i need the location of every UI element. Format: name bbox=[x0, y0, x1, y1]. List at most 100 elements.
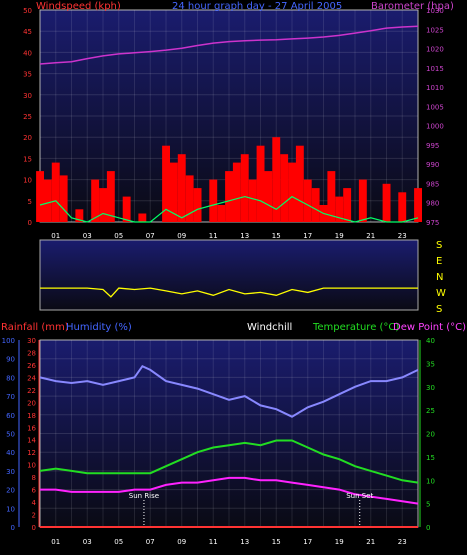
humidity-tick-label: 70 bbox=[6, 393, 15, 401]
windspeed-bar bbox=[169, 162, 178, 222]
windspeed-bar bbox=[343, 188, 352, 222]
temperature-tick-label: 20 bbox=[426, 431, 435, 439]
windspeed-bar bbox=[138, 213, 147, 222]
humidity-tick-label: 90 bbox=[6, 356, 15, 364]
humidity-tick-label: 0 bbox=[11, 524, 15, 532]
windspeed-bar bbox=[99, 188, 107, 222]
humidity-tick-label: 80 bbox=[6, 374, 15, 382]
windspeed-bar bbox=[398, 192, 407, 222]
rainfall-tick-label: 14 bbox=[27, 437, 36, 445]
windspeed-bar bbox=[264, 171, 273, 222]
windspeed-tick-label: 35 bbox=[23, 71, 32, 79]
wind-x-tick-label: 09 bbox=[177, 232, 186, 240]
windspeed-bar bbox=[162, 145, 170, 222]
temperature-axis-label: Temperature (°C) bbox=[312, 322, 399, 333]
barometer-tick-label: 1025 bbox=[426, 26, 444, 34]
windspeed-bar bbox=[185, 175, 194, 222]
windspeed-bar bbox=[106, 171, 115, 222]
windspeed-bar bbox=[232, 162, 241, 222]
rainfall-tick-label: 20 bbox=[27, 399, 36, 407]
wind-x-tick-label: 07 bbox=[146, 232, 155, 240]
temperature-tick-label: 0 bbox=[426, 524, 430, 532]
temp-panel bbox=[39, 339, 419, 528]
temp-x-tick-label: 17 bbox=[303, 538, 312, 546]
windspeed-bar bbox=[288, 162, 296, 222]
humidity-tick-label: 30 bbox=[6, 468, 15, 476]
windspeed-bar bbox=[122, 196, 131, 222]
windspeed-bar bbox=[256, 145, 265, 222]
compass-e: E bbox=[436, 256, 442, 267]
compass-s-bottom: S bbox=[436, 304, 442, 315]
rainfall-tick-label: 6 bbox=[32, 487, 37, 495]
barometer-tick-label: 975 bbox=[426, 219, 439, 227]
temperature-tick-label: 5 bbox=[426, 501, 430, 509]
temperature-line bbox=[39, 439, 419, 484]
temperature-tick-label: 15 bbox=[426, 454, 435, 462]
windspeed-tick-label: 50 bbox=[23, 7, 32, 15]
humidity-tick-label: 60 bbox=[6, 412, 15, 420]
compass-w: W bbox=[436, 288, 446, 299]
temp-x-tick-label: 13 bbox=[240, 538, 249, 546]
windspeed-bar bbox=[272, 137, 281, 222]
windspeed-bar bbox=[209, 179, 218, 222]
windspeed-tick-label: 5 bbox=[28, 198, 32, 206]
wind-x-tick-label: 15 bbox=[272, 232, 281, 240]
temperature-tick-label: 35 bbox=[426, 360, 435, 368]
rainfall-tick-label: 2 bbox=[32, 512, 36, 520]
rainfall-tick-label: 16 bbox=[27, 424, 36, 432]
rainfall-tick-label: 28 bbox=[27, 349, 36, 357]
temperature-tick-label: 25 bbox=[426, 407, 435, 415]
wind-x-tick-label: 05 bbox=[114, 232, 123, 240]
rainfall-tick-label: 18 bbox=[27, 412, 36, 420]
humidity-tick-label: 20 bbox=[6, 487, 15, 495]
sunset-label: Sun Set bbox=[346, 492, 373, 500]
rainfall-tick-label: 12 bbox=[27, 449, 36, 457]
windspeed-bar bbox=[303, 179, 312, 222]
temp-x-tick-label: 05 bbox=[114, 538, 123, 546]
windspeed-tick-label: 25 bbox=[23, 113, 32, 121]
barometer-axis-label: Barometer (hpa) bbox=[371, 1, 454, 12]
humidity-tick-label: 10 bbox=[6, 505, 15, 513]
windspeed-bar bbox=[382, 183, 391, 222]
windspeed-bar bbox=[335, 196, 344, 222]
barometer-tick-label: 995 bbox=[426, 142, 439, 150]
windspeed-bar bbox=[248, 179, 257, 222]
windspeed-bar bbox=[36, 171, 44, 222]
wind-x-tick-label: 13 bbox=[240, 232, 249, 240]
rainfall-tick-label: 30 bbox=[27, 337, 36, 345]
wind-x-tick-label: 17 bbox=[303, 232, 312, 240]
temp-x-tick-label: 09 bbox=[177, 538, 186, 546]
rainfall-tick-label: 8 bbox=[32, 474, 36, 482]
barometer-tick-label: 985 bbox=[426, 180, 439, 188]
barometer-tick-label: 1005 bbox=[426, 103, 444, 111]
windspeed-bar bbox=[59, 175, 68, 222]
rainfall-tick-label: 26 bbox=[27, 362, 36, 370]
wind-direction-line bbox=[40, 287, 418, 298]
temperature-tick-label: 40 bbox=[426, 337, 435, 345]
windspeed-tick-label: 30 bbox=[23, 92, 32, 100]
windspeed-bar bbox=[217, 205, 226, 222]
humidity-tick-label: 50 bbox=[6, 431, 15, 439]
sunrise-label: Sun Rise bbox=[129, 492, 159, 500]
windspeed-bar bbox=[358, 179, 367, 222]
axes-layer: 0510152025303540455097598098599099510001… bbox=[2, 7, 444, 546]
wind-x-tick-label: 21 bbox=[366, 232, 375, 240]
temp-x-tick-label: 11 bbox=[209, 538, 218, 546]
barometer-tick-label: 1010 bbox=[426, 84, 444, 92]
temp-x-tick-label: 19 bbox=[335, 538, 344, 546]
rainfall-tick-label: 4 bbox=[32, 499, 37, 507]
windspeed-bar bbox=[193, 188, 202, 222]
temperature-tick-label: 10 bbox=[426, 477, 435, 485]
barometer-tick-label: 1020 bbox=[426, 46, 444, 54]
humidity-tick-label: 100 bbox=[2, 337, 15, 345]
windspeed-bar bbox=[51, 162, 60, 222]
windspeed-tick-label: 10 bbox=[23, 177, 32, 185]
windspeed-tick-label: 45 bbox=[23, 28, 32, 36]
windspeed-bar bbox=[43, 179, 52, 222]
windspeed-bar bbox=[327, 171, 336, 222]
wind-x-tick-label: 23 bbox=[398, 232, 407, 240]
barometer-line bbox=[39, 25, 419, 65]
wind-x-tick-label: 11 bbox=[209, 232, 218, 240]
windspeed-tick-label: 0 bbox=[28, 219, 32, 227]
